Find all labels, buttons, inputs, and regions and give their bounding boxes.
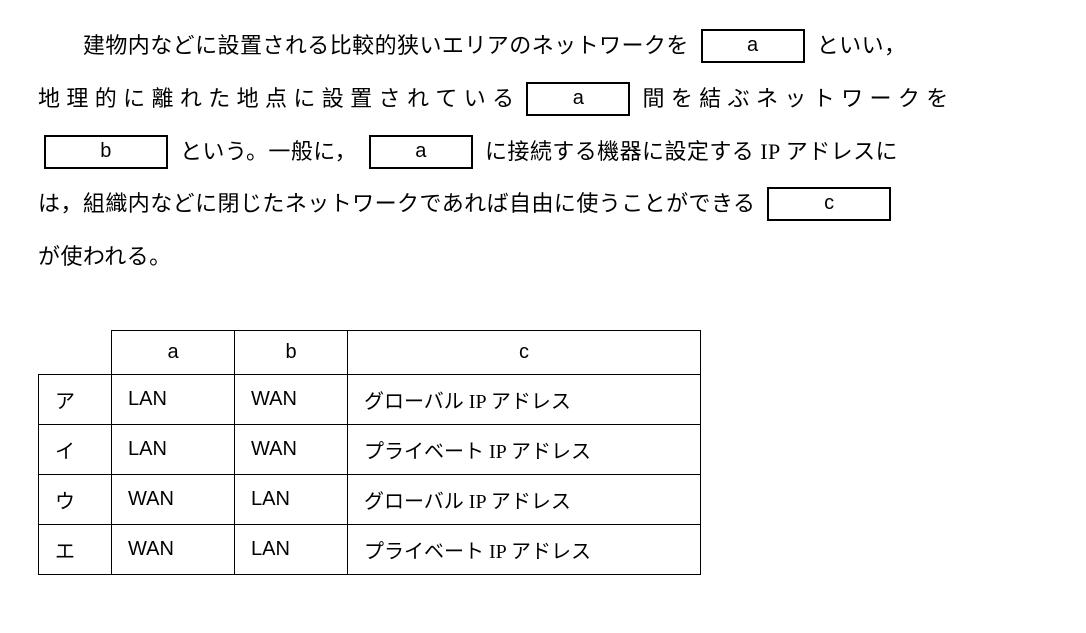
row-key: ウ xyxy=(39,475,112,525)
row-a: WAN xyxy=(112,475,235,525)
row-c: プライベート IP アドレス xyxy=(348,425,701,475)
passage-line-3: b という。一般に， a に接続する機器に設定する IP アドレスに xyxy=(38,126,1048,179)
row-c: グローバル IP アドレス xyxy=(348,475,701,525)
passage-line-1: 建物内などに設置される比較的狭いエリアのネットワークを a といい， xyxy=(38,20,1048,73)
text-seg-2: といい， xyxy=(817,33,907,58)
table-header-a: a xyxy=(112,331,235,375)
table-corner-empty xyxy=(39,331,112,375)
row-key: イ xyxy=(39,425,112,475)
table-row: イ LAN WAN プライベート IP アドレス xyxy=(39,425,701,475)
answer-table: a b c ア LAN WAN グローバル IP アドレス イ LAN WAN … xyxy=(38,330,701,575)
text-seg-7: は，組織内などに閉じたネットワークであれば自由に使うことができる xyxy=(38,191,755,216)
row-c: グローバル IP アドレス xyxy=(348,375,701,425)
row-key: ア xyxy=(39,375,112,425)
row-a: WAN xyxy=(112,525,235,575)
passage-line-4: は，組織内などに閉じたネットワークであれば自由に使うことができる c xyxy=(38,178,1048,231)
blank-a-2: a xyxy=(526,82,630,116)
row-b: WAN xyxy=(235,375,348,425)
text-seg-6: に接続する機器に設定する IP アドレスに xyxy=(485,139,898,164)
table-header-row: a b c xyxy=(39,331,701,375)
row-a: LAN xyxy=(112,375,235,425)
passage-line-2: 地 理 的 に 離 れ た 地 点 に 設 置 さ れ て い る a 間 を … xyxy=(38,73,1048,126)
blank-a-3: a xyxy=(369,135,473,169)
text-seg-1: 建物内などに設置される比較的狭いエリアのネットワークを xyxy=(83,33,689,58)
row-b: WAN xyxy=(235,425,348,475)
text-seg-5: という。一般に， xyxy=(180,139,357,164)
row-c: プライベート IP アドレス xyxy=(348,525,701,575)
table-row: ア LAN WAN グローバル IP アドレス xyxy=(39,375,701,425)
question-passage: 建物内などに設置される比較的狭いエリアのネットワークを a といい， 地 理 的… xyxy=(38,20,1048,284)
table-row: ウ WAN LAN グローバル IP アドレス xyxy=(39,475,701,525)
blank-a-1: a xyxy=(701,29,805,63)
row-a: LAN xyxy=(112,425,235,475)
blank-c: c xyxy=(767,187,891,221)
row-b: LAN xyxy=(235,525,348,575)
row-b: LAN xyxy=(235,475,348,525)
text-seg-3: 地 理 的 に 離 れ た 地 点 に 設 置 さ れ て い る xyxy=(38,86,515,111)
row-key: エ xyxy=(39,525,112,575)
passage-line-5: が使われる。 xyxy=(38,231,1048,284)
table-header-b: b xyxy=(235,331,348,375)
text-seg-4: 間 を 結 ぶ ネ ッ ト ワ ー ク を xyxy=(642,86,948,111)
indent xyxy=(38,20,83,73)
table-row: エ WAN LAN プライベート IP アドレス xyxy=(39,525,701,575)
text-seg-8: が使われる。 xyxy=(38,244,172,269)
table-header-c: c xyxy=(348,331,701,375)
blank-b: b xyxy=(44,135,168,169)
